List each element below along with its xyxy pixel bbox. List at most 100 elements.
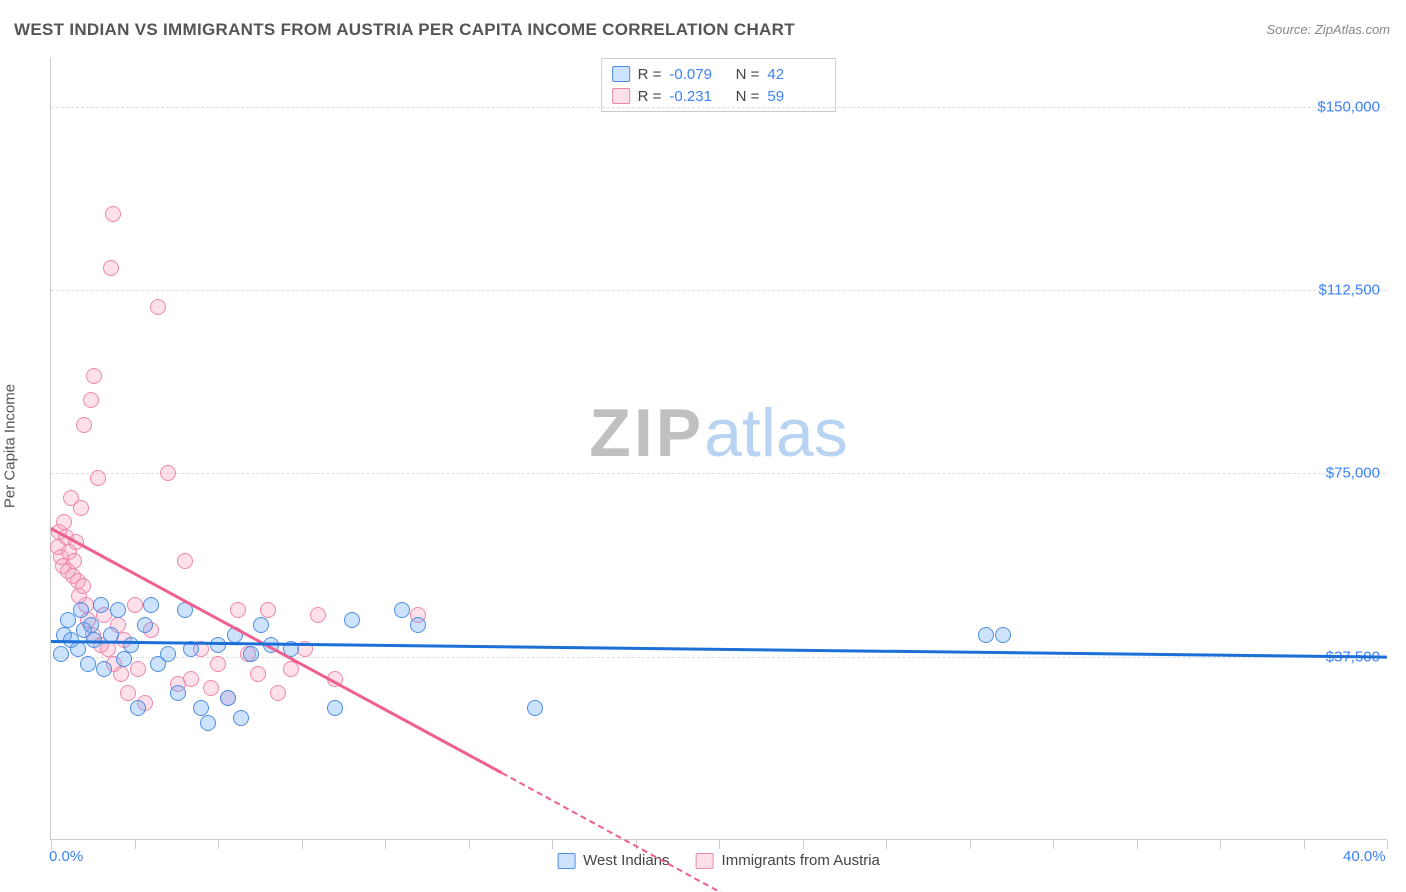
data-point-pink xyxy=(73,500,89,516)
data-point-blue xyxy=(123,637,139,653)
x-tick xyxy=(719,839,720,849)
data-point-blue xyxy=(193,700,209,716)
data-point-blue xyxy=(110,602,126,618)
data-point-pink xyxy=(83,392,99,408)
data-point-blue xyxy=(243,646,259,662)
x-tick xyxy=(886,839,887,849)
data-point-blue xyxy=(978,627,994,643)
x-tick xyxy=(1220,839,1221,849)
x-tick xyxy=(803,839,804,849)
data-point-blue xyxy=(73,602,89,618)
watermark: ZIPatlas xyxy=(589,394,847,472)
legend-swatch-blue xyxy=(557,853,575,869)
stats-box: R = -0.079 N = 42 R = -0.231 N = 59 xyxy=(601,58,837,112)
x-tick xyxy=(385,839,386,849)
data-point-blue xyxy=(70,641,86,657)
data-point-pink xyxy=(130,661,146,677)
data-point-pink xyxy=(113,666,129,682)
watermark-atlas: atlas xyxy=(704,395,848,471)
data-point-pink xyxy=(150,299,166,315)
x-tick xyxy=(552,839,553,849)
watermark-zip: ZIP xyxy=(589,395,704,471)
x-tick xyxy=(218,839,219,849)
data-point-blue xyxy=(143,597,159,613)
x-tick xyxy=(970,839,971,849)
stat-R-pink: -0.231 xyxy=(669,88,723,105)
data-point-pink xyxy=(310,607,326,623)
data-point-pink xyxy=(103,260,119,276)
data-point-blue xyxy=(995,627,1011,643)
data-point-pink xyxy=(160,465,176,481)
data-point-blue xyxy=(200,715,216,731)
data-point-blue xyxy=(327,700,343,716)
data-point-pink xyxy=(105,206,121,222)
swatch-blue xyxy=(612,66,630,82)
x-tick xyxy=(1387,839,1388,849)
data-point-pink xyxy=(56,514,72,530)
legend-bottom: West Indians Immigrants from Austria xyxy=(557,852,880,869)
data-point-blue xyxy=(53,646,69,662)
data-point-pink xyxy=(177,553,193,569)
stat-N-pink: 59 xyxy=(767,88,821,105)
data-point-blue xyxy=(93,597,109,613)
data-point-pink xyxy=(127,597,143,613)
plot-area: ZIPatlas R = -0.079 N = 42 R = -0.231 N … xyxy=(50,58,1386,840)
data-point-pink xyxy=(260,602,276,618)
legend-swatch-pink xyxy=(696,853,714,869)
data-point-pink xyxy=(120,685,136,701)
stat-N-blue: 42 xyxy=(767,66,821,83)
data-point-blue xyxy=(80,656,96,672)
gridline-h xyxy=(51,290,1386,291)
data-point-blue xyxy=(83,617,99,633)
data-point-pink xyxy=(210,656,226,672)
data-point-blue xyxy=(137,617,153,633)
data-point-pink xyxy=(76,417,92,433)
data-point-blue xyxy=(253,617,269,633)
trend-line-dash xyxy=(501,772,752,892)
x-tick-label: 0.0% xyxy=(49,848,83,865)
source-label: Source: ZipAtlas.com xyxy=(1266,22,1390,37)
data-point-pink xyxy=(230,602,246,618)
x-tick-label: 40.0% xyxy=(1343,848,1386,865)
legend-label-pink: Immigrants from Austria xyxy=(722,852,880,869)
gridline-h xyxy=(51,107,1386,108)
data-point-pink xyxy=(86,368,102,384)
data-point-pink xyxy=(66,553,82,569)
data-point-pink xyxy=(183,671,199,687)
data-point-blue xyxy=(220,690,236,706)
data-point-pink xyxy=(250,666,266,682)
data-point-blue xyxy=(116,651,132,667)
y-axis-title: Per Capita Income xyxy=(2,384,19,508)
data-point-blue xyxy=(96,661,112,677)
x-tick xyxy=(135,839,136,849)
y-tick-label: $150,000 xyxy=(1317,98,1380,115)
legend-label-blue: West Indians xyxy=(583,852,669,869)
x-tick xyxy=(1304,839,1305,849)
legend-item-pink: Immigrants from Austria xyxy=(696,852,880,869)
x-tick xyxy=(1137,839,1138,849)
data-point-blue xyxy=(170,685,186,701)
data-point-pink xyxy=(100,641,116,657)
data-point-blue xyxy=(527,700,543,716)
data-point-blue xyxy=(394,602,410,618)
trend-line xyxy=(50,527,502,774)
x-tick xyxy=(1053,839,1054,849)
x-tick xyxy=(302,839,303,849)
data-point-pink xyxy=(90,470,106,486)
stat-R-blue: -0.079 xyxy=(669,66,723,83)
data-point-blue xyxy=(410,617,426,633)
stats-row-pink: R = -0.231 N = 59 xyxy=(612,85,822,107)
data-point-pink xyxy=(75,578,91,594)
data-point-pink xyxy=(203,680,219,696)
data-point-blue xyxy=(160,646,176,662)
data-point-blue xyxy=(233,710,249,726)
data-point-pink xyxy=(270,685,286,701)
y-tick-label: $75,000 xyxy=(1326,465,1380,482)
data-point-blue xyxy=(344,612,360,628)
chart-title: WEST INDIAN VS IMMIGRANTS FROM AUSTRIA P… xyxy=(14,20,795,40)
gridline-h xyxy=(51,473,1386,474)
y-tick-label: $112,500 xyxy=(1319,282,1380,299)
x-tick xyxy=(469,839,470,849)
data-point-blue xyxy=(130,700,146,716)
swatch-pink xyxy=(612,88,630,104)
